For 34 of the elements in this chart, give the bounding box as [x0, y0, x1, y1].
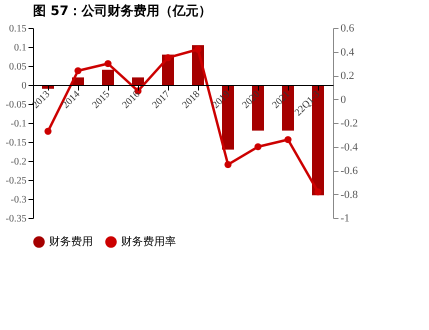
chart-title: 图 57：公司财务费用（亿元） — [33, 4, 212, 19]
point — [224, 161, 232, 168]
point — [284, 136, 292, 144]
y-tick-label: -0.15 — [6, 138, 26, 148]
point — [164, 54, 172, 62]
y2-tick-label: -0.8 — [340, 188, 358, 201]
point — [194, 46, 202, 53]
bar — [102, 70, 114, 85]
legend-label: 财务费用 — [49, 235, 93, 248]
y2-tick-label: -1 — [340, 212, 350, 224]
point — [104, 60, 112, 68]
y-tick-label: -0.25 — [6, 176, 26, 186]
y2-tick-label: 0.4 — [340, 46, 355, 58]
y-tick-label: -0.1 — [10, 118, 26, 130]
point — [254, 143, 262, 150]
y-tick-label: 0.05 — [9, 62, 26, 72]
y-tick-label: 0.1 — [14, 42, 26, 54]
y2-tick-label: 0.6 — [340, 22, 355, 34]
legend-label: 财务费用率 — [121, 235, 176, 248]
y-tick-label: -0.3 — [10, 194, 26, 206]
y-tick-label: -0.2 — [10, 156, 26, 168]
y-tick-label: -0.35 — [6, 214, 26, 224]
point — [74, 67, 82, 74]
point — [44, 128, 52, 135]
bar — [132, 77, 144, 85]
y-tick-label: -0.05 — [6, 100, 26, 110]
y2-tick-label: -0.6 — [340, 165, 358, 177]
point — [314, 188, 322, 196]
y-tick-label: 0 — [22, 80, 26, 92]
y2-tick-label: -0.2 — [340, 118, 358, 130]
y2-tick-label: 0.2 — [340, 70, 354, 82]
y-tick-label: 0.15 — [9, 24, 26, 34]
y2-tick-label: -0.4 — [340, 141, 358, 154]
y2-tick-label: 0 — [340, 94, 346, 106]
